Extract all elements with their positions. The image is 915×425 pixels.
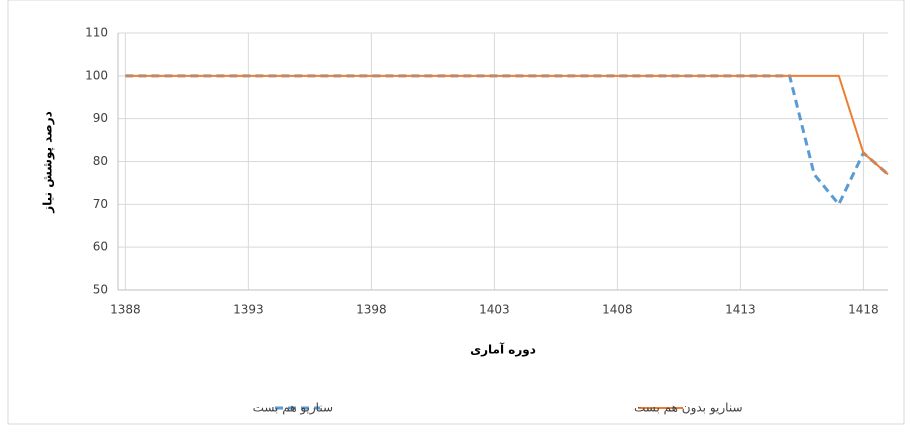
x-tick-label: 1393	[233, 303, 264, 317]
y-tick-label: 50	[93, 283, 108, 297]
y-tick-label: 110	[85, 26, 108, 40]
y-tick-label: 60	[93, 240, 108, 254]
x-tick-label: 1403	[479, 303, 510, 317]
legend-label: سناریو بدون هم بست	[634, 401, 743, 416]
x-tick-label: 1418	[848, 303, 879, 317]
x-axis-label: دوره آماری	[470, 342, 536, 358]
x-tick-label: 1398	[356, 303, 387, 317]
y-tick-label: 70	[93, 197, 108, 211]
y-tick-label: 80	[93, 154, 108, 168]
x-tick-label: 1388	[110, 303, 141, 317]
series-line	[125, 74, 889, 176]
chart-frame	[7, 0, 905, 425]
y-axis-label: درصد پوشش نیاز	[41, 111, 56, 214]
x-tick-label: 1408	[602, 303, 633, 317]
y-tick-label: 100	[85, 68, 108, 82]
y-tick-label: 90	[93, 111, 108, 125]
legend-label: سناریو هم بست	[253, 401, 333, 416]
x-tick-label: 1413	[725, 303, 756, 317]
